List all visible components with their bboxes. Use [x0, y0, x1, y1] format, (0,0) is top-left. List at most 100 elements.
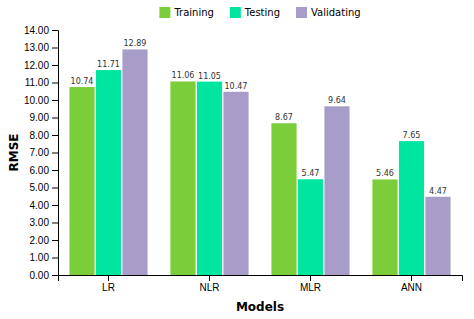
- bar: [324, 106, 349, 275]
- y-axis-line: [52, 31, 59, 276]
- y-tick: 8.00: [30, 130, 58, 141]
- bar: [298, 179, 323, 275]
- y-tick-label: 12.00: [24, 60, 49, 71]
- data-label: 5.46: [376, 169, 394, 178]
- y-tick-mark: [52, 223, 58, 224]
- y-tick-label: 11.00: [25, 77, 50, 88]
- y-tick: 5.00: [30, 182, 58, 193]
- chart: 0.00 1.00 2.00 3.00 4.00 5.00 6.00 7.00 8.00 9.00…: [0, 0, 474, 319]
- legend-item: Training: [159, 7, 213, 18]
- data-label: 11.05: [198, 72, 221, 81]
- x-tick-label: MLR: [300, 282, 321, 293]
- y-axis: 0.00 1.00 2.00 3.00 4.00 5.00 6.00 7.00 8.00 9.00…: [24, 25, 59, 281]
- x-tick-label: NLR: [199, 282, 219, 293]
- y-tick-mark: [52, 48, 58, 49]
- y-tick-mark: [52, 83, 58, 84]
- y-tick-mark: [52, 118, 58, 119]
- x-axis-title: Models: [236, 300, 284, 314]
- x-tick-mark: [108, 275, 109, 281]
- bar: [122, 49, 147, 275]
- data-label: 8.67: [275, 113, 293, 122]
- y-tick-label: 3.00: [30, 217, 50, 228]
- data-label: 5.47: [302, 169, 320, 178]
- bar: [170, 81, 195, 275]
- y-tick-mark: [52, 100, 58, 101]
- bar: [372, 179, 397, 275]
- y-tick-label: 6.00: [30, 165, 50, 176]
- y-tick-mark: [52, 188, 58, 189]
- y-tick-label: 1.00: [30, 252, 50, 263]
- data-label: 7.65: [403, 131, 421, 140]
- y-tick: 2.00: [30, 235, 58, 246]
- data-labels: 10.74 11.06 8.67 5.46 11.71 11.05 5.47 7.65 12.8…: [71, 39, 447, 195]
- x-tick: ANN: [401, 275, 422, 293]
- legend-label: Testing: [244, 7, 280, 18]
- data-label: 11.71: [97, 60, 120, 69]
- bar: [399, 141, 424, 275]
- y-tick-mark: [52, 240, 58, 241]
- y-tick: 10.00: [24, 95, 58, 106]
- legend: Training Testing Validating: [159, 7, 360, 18]
- legend-swatch: [159, 7, 170, 18]
- y-tick: 9.00: [30, 112, 58, 123]
- y-tick: 1.00: [30, 252, 58, 263]
- x-tick-label: LR: [102, 282, 115, 293]
- y-tick-mark: [52, 30, 58, 31]
- y-tick-label: 0.00: [30, 270, 50, 281]
- data-label: 4.47: [429, 187, 447, 196]
- x-axis: LR NLR MLR ANN: [59, 275, 463, 293]
- x-axis-line: [59, 276, 463, 282]
- bars: [69, 49, 450, 275]
- y-tick-label: 14.00: [24, 25, 49, 36]
- data-label: 12.89: [124, 39, 147, 48]
- legend-item: Testing: [230, 7, 280, 18]
- x-tick: NLR: [199, 275, 219, 293]
- y-tick-mark: [52, 153, 58, 154]
- x-tick-mark: [209, 275, 210, 281]
- y-tick: 3.00: [30, 217, 58, 228]
- bar: [96, 70, 121, 275]
- x-tick-mark: [310, 275, 311, 281]
- y-tick-label: 10.00: [24, 95, 49, 106]
- y-tick-label: 8.00: [30, 130, 50, 141]
- y-tick: 12.00: [24, 60, 58, 71]
- legend-label: Training: [173, 7, 213, 18]
- x-tick: MLR: [300, 275, 321, 293]
- plot: 0.00 1.00 2.00 3.00 4.00 5.00 6.00 7.00 8.00 9.00…: [24, 25, 463, 293]
- y-tick-label: 7.00: [30, 147, 50, 158]
- y-tick-mark: [52, 258, 58, 259]
- y-tick-label: 4.00: [30, 200, 50, 211]
- data-label: 10.47: [225, 82, 248, 91]
- bar: [69, 87, 94, 275]
- legend-swatch: [230, 7, 241, 18]
- x-tick-label: ANN: [401, 282, 422, 293]
- y-tick: 14.00: [24, 25, 58, 36]
- x-tick: LR: [102, 275, 115, 293]
- y-tick-mark: [52, 65, 58, 66]
- y-tick-mark: [52, 135, 58, 136]
- y-tick-label: 2.00: [30, 235, 50, 246]
- legend-swatch: [296, 7, 307, 18]
- bar: [197, 82, 222, 275]
- y-tick-label: 5.00: [30, 182, 50, 193]
- y-tick: 7.00: [30, 147, 58, 158]
- data-label: 11.06: [172, 71, 195, 80]
- y-tick-label: 9.00: [30, 112, 50, 123]
- bar: [223, 92, 248, 275]
- y-tick: 0.00: [30, 270, 58, 281]
- y-tick-mark: [52, 275, 58, 276]
- y-tick: 4.00: [30, 200, 58, 211]
- data-label: 9.64: [328, 96, 346, 105]
- legend-label: Validating: [311, 7, 361, 18]
- y-tick-mark: [52, 170, 58, 171]
- bar: [271, 123, 296, 275]
- bar: [425, 197, 450, 275]
- bar-series: [122, 49, 450, 275]
- data-label: 10.74: [71, 77, 94, 86]
- x-tick-mark: [411, 275, 412, 281]
- y-tick-mark: [52, 205, 58, 206]
- y-tick: 13.00: [24, 42, 58, 53]
- y-tick: 11.00: [25, 77, 58, 88]
- y-axis-title: RMSE: [7, 133, 21, 171]
- y-tick-label: 13.00: [24, 42, 49, 53]
